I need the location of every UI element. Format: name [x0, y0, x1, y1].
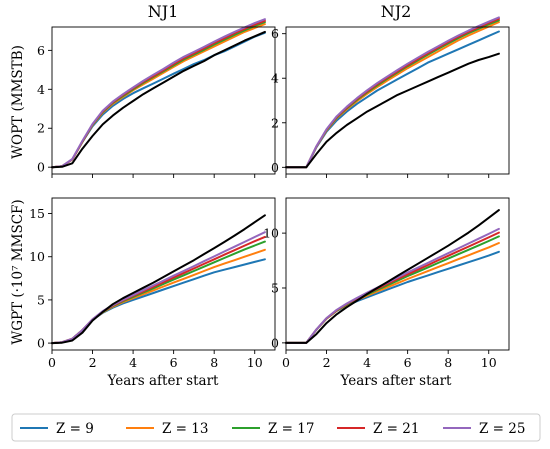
x-tick-label: 4	[363, 355, 371, 370]
y-tick-label: 15	[29, 206, 45, 221]
x-tick-label: 8	[444, 355, 452, 370]
y-tick-label: 0	[37, 160, 45, 175]
y-tick-label: 4	[37, 82, 45, 97]
x-tick-label: 0	[48, 355, 56, 370]
panel-nj1-wopt: 0 2 4 6	[37, 18, 276, 178]
series-line-black	[285, 52, 500, 169]
legend: Z = 9 Z = 13 Z = 17 Z = 21 Z = 25	[11, 413, 541, 442]
y-tick-label: 2	[271, 115, 279, 130]
axes-frame	[285, 197, 510, 351]
y-tick-label: 5	[271, 280, 279, 295]
xlabel-nj2: Years after start	[340, 373, 453, 389]
legend-label: Z = 21	[373, 421, 419, 437]
x-tick-label: 6	[170, 355, 178, 370]
axes-frame	[285, 26, 510, 175]
y-tick-label: 2	[37, 121, 45, 136]
x-tick-label: 2	[89, 355, 97, 370]
xlabel-nj1: Years after start	[107, 373, 220, 389]
x-tick-label: 8	[210, 355, 218, 370]
panel-nj2-wopt: 0 2 4 6	[271, 16, 510, 178]
legend-label: Z = 25	[479, 421, 525, 437]
series-line-black	[51, 30, 266, 169]
y-tick-label: 0	[271, 160, 279, 175]
y-tick-label: 10	[263, 226, 279, 241]
x-tick-label: 4	[129, 355, 137, 370]
axes-frame	[51, 26, 276, 175]
column-title-nj1: NJ1	[148, 2, 179, 21]
y-tick-label: 0	[271, 335, 279, 350]
y-tick-label: 4	[271, 71, 279, 86]
y-tick-label: 0	[37, 336, 45, 351]
x-tick-label: 2	[323, 355, 331, 370]
ylabel-wgpt: WGPT (·10⁷ MMSCF)	[10, 199, 26, 344]
series-line-z-25	[285, 16, 500, 169]
legend-frame	[11, 413, 541, 442]
legend-label: Z = 17	[268, 421, 314, 437]
x-tick-label: 6	[404, 355, 412, 370]
panel-nj2-wgpt: 0 2 4 6 8 10 0 5 10	[263, 197, 510, 370]
y-tick-label: 6	[271, 26, 279, 41]
x-tick-label: 10	[481, 355, 497, 370]
series-line-z-25	[51, 231, 266, 345]
legend-label: Z = 13	[162, 421, 208, 437]
x-tick-label: 0	[282, 355, 290, 370]
series-line-black	[51, 214, 266, 345]
ylabel-wopt: WOPT (MMSTB)	[10, 45, 26, 159]
series-line-z-25	[51, 18, 266, 169]
series-line-black	[285, 209, 500, 344]
column-title-nj2: NJ2	[381, 2, 412, 21]
y-tick-label: 10	[29, 249, 45, 264]
axes-frame	[51, 197, 276, 351]
panel-nj1-wgpt: 0 2 4 6 8 10 0 5 10 15	[29, 197, 276, 370]
legend-label: Z = 9	[56, 421, 94, 437]
x-tick-label: 10	[247, 355, 263, 370]
y-tick-label: 5	[37, 292, 45, 307]
y-tick-label: 6	[37, 43, 45, 58]
